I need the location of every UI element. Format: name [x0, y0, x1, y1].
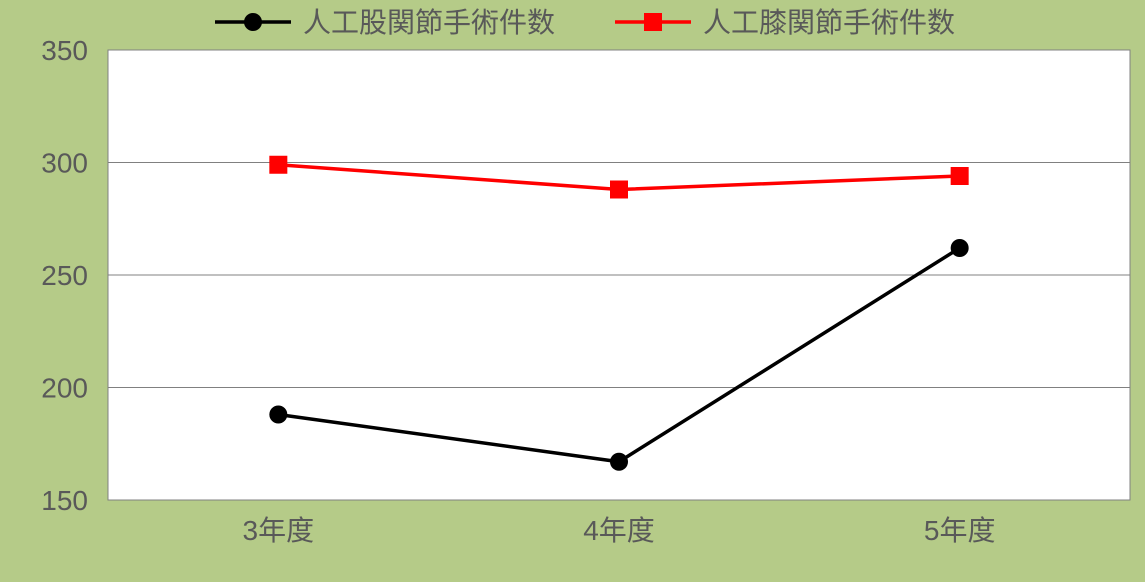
x-tick-label: 4年度 — [583, 515, 655, 546]
series-marker-circle — [269, 406, 287, 424]
series-marker-square — [610, 181, 628, 199]
series-marker-square — [951, 167, 969, 185]
legend-marker — [244, 13, 262, 31]
y-tick-label: 350 — [41, 35, 88, 66]
chart-svg: 150 200 250 300 350 3年度 4年度 5年度 人工股関節手術件数 人工膝関節手術… — [0, 0, 1145, 582]
series-marker-circle — [610, 453, 628, 471]
series-marker-circle — [951, 239, 969, 257]
series-marker-square — [269, 156, 287, 174]
y-tick-label: 200 — [41, 373, 88, 404]
y-tick-label: 150 — [41, 485, 88, 516]
legend-marker — [644, 13, 662, 31]
y-tick-label: 250 — [41, 260, 88, 291]
legend-label: 人工膝関節手術件数 — [703, 7, 955, 38]
x-tick-label: 5年度 — [924, 515, 996, 546]
legend-label: 人工股関節手術件数 — [303, 7, 555, 38]
line-chart: 150 200 250 300 350 3年度 4年度 5年度 人工股関節手術件数 人工膝関節手術… — [0, 0, 1145, 582]
x-tick-label: 3年度 — [243, 515, 315, 546]
y-tick-label: 300 — [41, 148, 88, 179]
